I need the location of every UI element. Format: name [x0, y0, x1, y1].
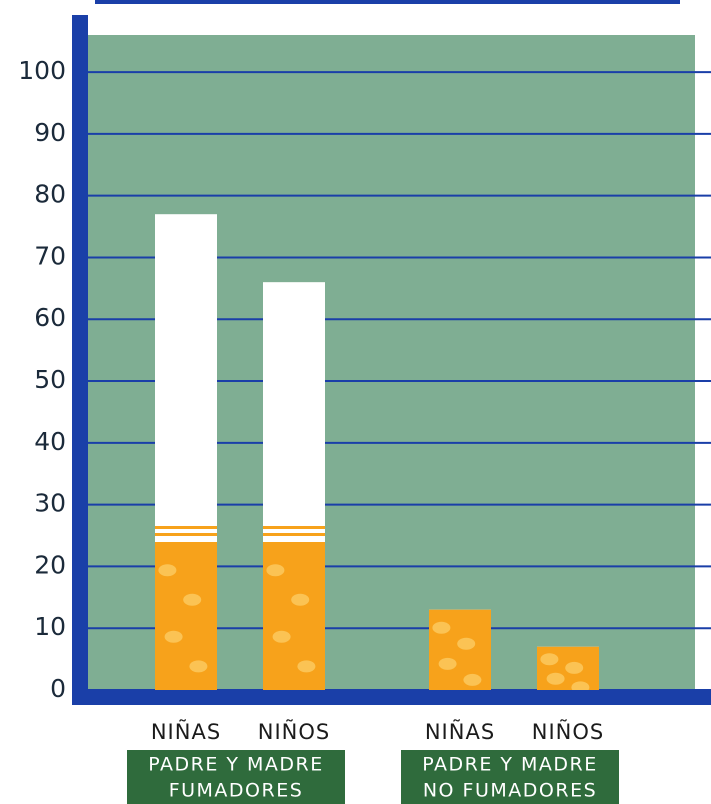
y-tick-label: 20	[34, 550, 66, 579]
filter-spot	[266, 564, 285, 577]
filter-band	[155, 533, 217, 536]
cigarette-bar	[155, 214, 217, 690]
bars	[155, 214, 599, 694]
cigarette-bar	[263, 282, 325, 690]
group-label: PADRE Y MADRE	[148, 754, 324, 776]
x-tick-label: NIÑAS	[425, 718, 495, 744]
y-tick-label: 40	[34, 427, 66, 456]
top-rule	[95, 0, 680, 4]
bar-filter	[429, 609, 491, 690]
filter-spot	[540, 653, 559, 666]
filter-spot	[297, 660, 316, 673]
group-label: PADRE Y MADRE	[422, 754, 598, 776]
y-tick-label: 80	[34, 180, 66, 209]
filter-spot	[463, 673, 482, 686]
bar-filter	[263, 542, 325, 690]
group-label-box	[401, 750, 619, 804]
filter-band	[263, 526, 325, 529]
x-tick-label: NIÑOS	[258, 718, 330, 744]
group-label: FUMADORES	[169, 780, 304, 802]
group-label-box	[127, 750, 345, 804]
bar-filter	[155, 542, 217, 690]
filter-spot	[158, 564, 177, 577]
filter-spot	[565, 661, 584, 674]
filter-spot	[189, 660, 208, 673]
filter-spot	[546, 672, 565, 685]
filter-spot	[432, 621, 451, 634]
filter-spot	[291, 593, 310, 606]
filter-band	[155, 526, 217, 529]
y-tick-label: 30	[34, 489, 66, 518]
group-label: NO FUMADORES	[423, 780, 597, 802]
filter-spot	[183, 593, 202, 606]
x-axis	[72, 690, 711, 705]
y-tick-label: 50	[34, 365, 66, 394]
y-axis	[72, 15, 88, 705]
filter-spot	[272, 630, 291, 643]
y-tick-label: 60	[34, 303, 66, 332]
y-tick-label: 90	[34, 118, 66, 147]
filter-spot	[164, 630, 183, 643]
y-tick-label: 10	[34, 612, 66, 641]
x-tick-label: NIÑOS	[532, 718, 604, 744]
filter-spot	[438, 657, 457, 670]
y-tick-label: 70	[34, 241, 66, 270]
y-tick-label: 0	[50, 674, 66, 703]
x-tick-label: NIÑAS	[151, 718, 221, 744]
y-tick-label: 100	[18, 56, 66, 85]
cigarette-bar	[429, 609, 491, 690]
filter-band	[263, 533, 325, 536]
filter-spot	[457, 637, 476, 650]
cigarette-bar	[537, 646, 599, 694]
